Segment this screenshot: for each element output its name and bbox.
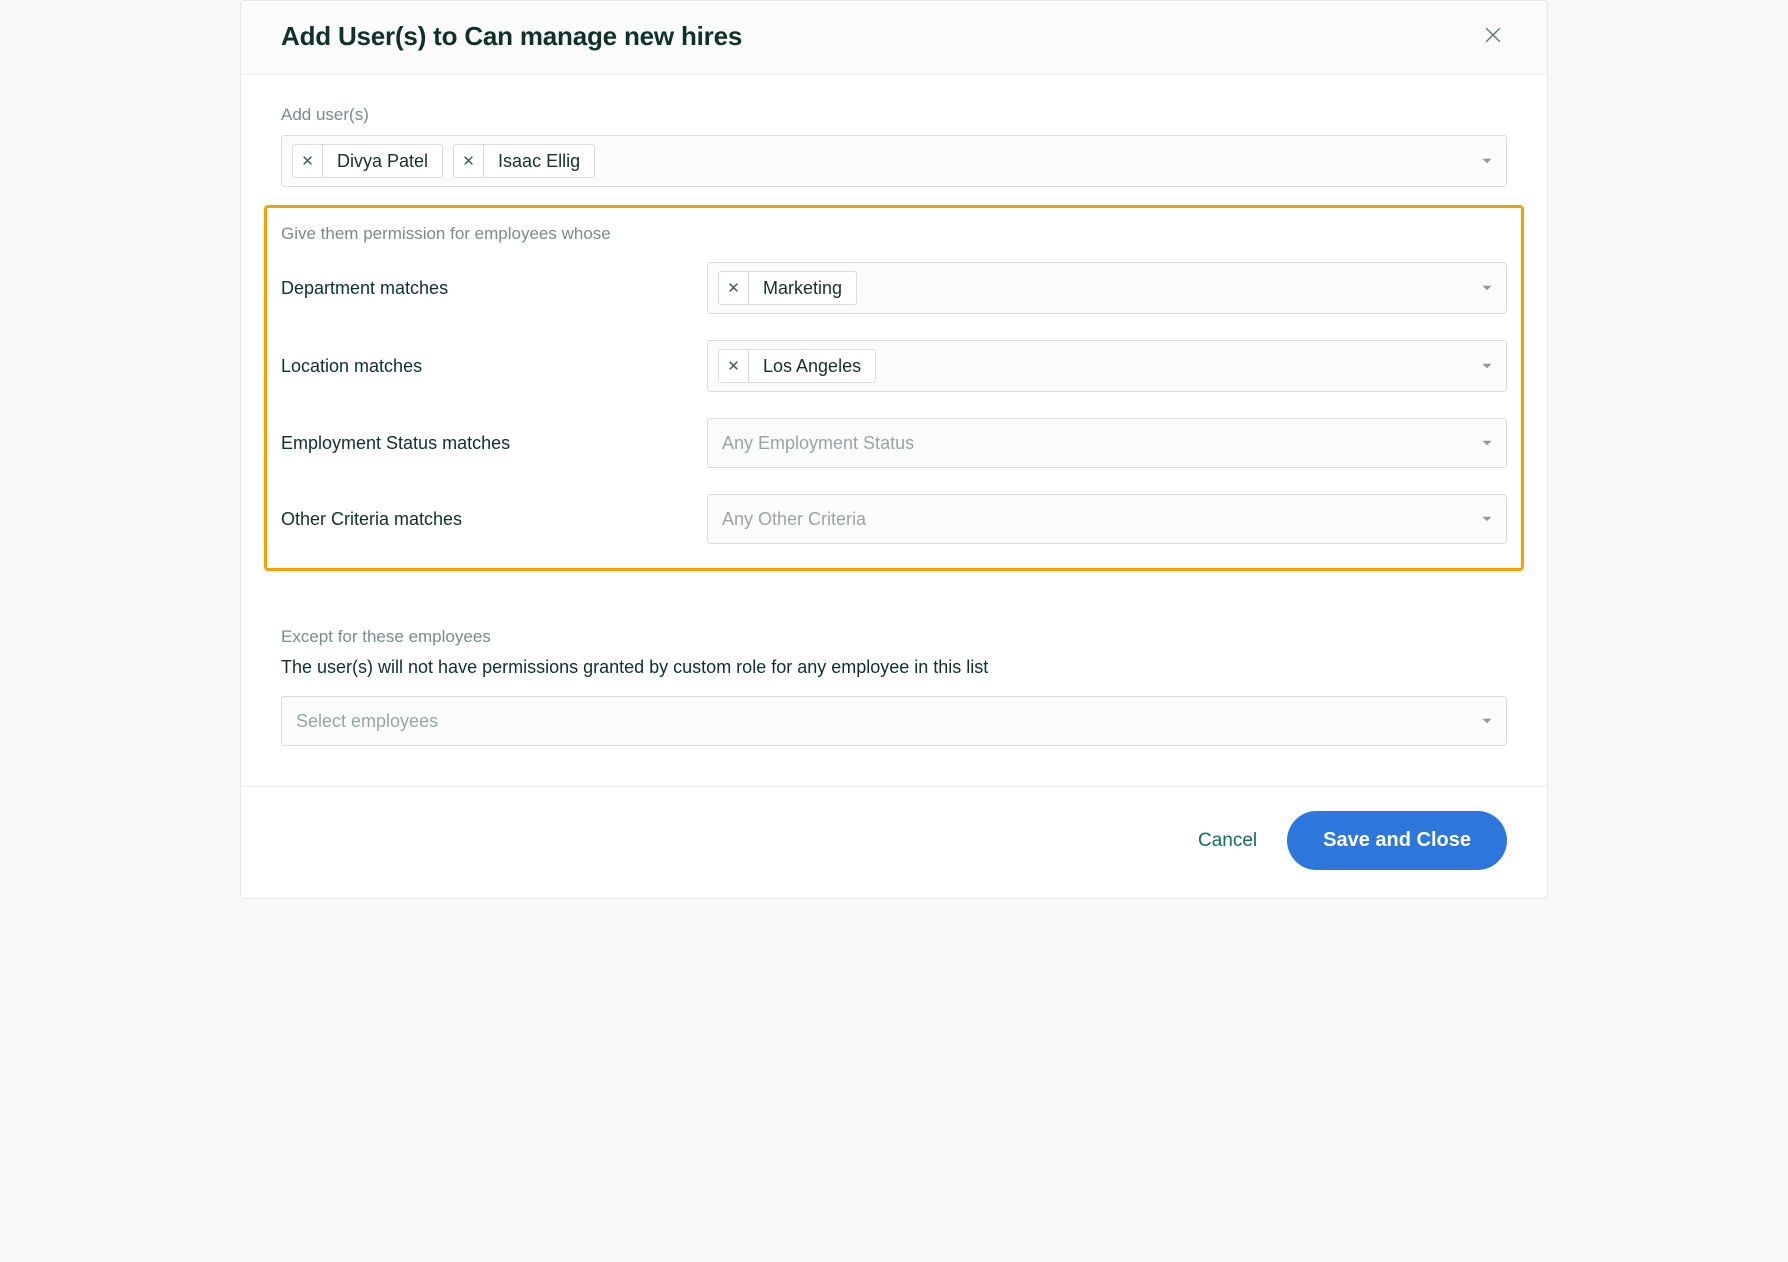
- save-and-close-button[interactable]: Save and Close: [1287, 811, 1507, 870]
- add-users-label: Add user(s): [281, 105, 1507, 125]
- x-icon: ✕: [727, 279, 740, 297]
- except-placeholder: Select employees: [292, 711, 1470, 732]
- chip-label: Isaac Ellig: [484, 145, 594, 177]
- other_criteria-select[interactable]: Any Other Criteria: [707, 494, 1507, 544]
- criteria-row-employment_status: Employment Status matches Any Employment …: [281, 418, 1507, 468]
- modal-header: Add User(s) to Can manage new hires: [241, 1, 1547, 75]
- chip-label: Divya Patel: [323, 145, 442, 177]
- chip-remove-button[interactable]: ✕: [293, 145, 323, 177]
- x-icon: ✕: [462, 152, 475, 170]
- cancel-button[interactable]: Cancel: [1192, 820, 1263, 862]
- location-chips: ✕ Los Angeles: [718, 349, 1470, 383]
- except-employees-select[interactable]: Select employees: [281, 696, 1507, 746]
- permissions-section-label: Give them permission for employees whose: [281, 224, 1507, 244]
- criteria-row-other_criteria: Other Criteria matches Any Other Criteria: [281, 494, 1507, 544]
- chip-remove-button[interactable]: ✕: [454, 145, 484, 177]
- criteria-row-department: Department matches ✕ Marketing: [281, 262, 1507, 314]
- user-chip: ✕ Divya Patel: [292, 144, 443, 178]
- user-chip: ✕ Isaac Ellig: [453, 144, 595, 178]
- add-users-select[interactable]: ✕ Divya Patel ✕ Isaac Ellig: [281, 135, 1507, 187]
- criteria-row-location: Location matches ✕ Los Angeles: [281, 340, 1507, 392]
- employment_status-placeholder: Any Employment Status: [718, 433, 1470, 454]
- except-label: Except for these employees: [281, 627, 1507, 647]
- employment_status-select[interactable]: Any Employment Status: [707, 418, 1507, 468]
- department-select[interactable]: ✕ Marketing: [707, 262, 1507, 314]
- close-button[interactable]: [1479, 23, 1507, 51]
- chip-remove-button[interactable]: ✕: [719, 272, 749, 304]
- x-icon: ✕: [301, 152, 314, 170]
- department-chip: ✕ Marketing: [718, 271, 857, 305]
- other_criteria-placeholder: Any Other Criteria: [718, 509, 1470, 530]
- modal-footer: Cancel Save and Close: [241, 786, 1547, 898]
- chevron-down-icon: [1478, 510, 1496, 528]
- chevron-down-icon: [1478, 279, 1496, 297]
- department-chips: ✕ Marketing: [718, 271, 1470, 305]
- close-icon: [1482, 24, 1504, 49]
- criteria-label-other_criteria: Other Criteria matches: [281, 509, 707, 530]
- criteria-label-location: Location matches: [281, 356, 707, 377]
- except-description: The user(s) will not have permissions gr…: [281, 657, 1507, 678]
- criteria-label-employment_status: Employment Status matches: [281, 433, 707, 454]
- chevron-down-icon: [1478, 357, 1496, 375]
- add-users-modal: Add User(s) to Can manage new hires Add …: [240, 0, 1548, 899]
- x-icon: ✕: [727, 357, 740, 375]
- chip-remove-button[interactable]: ✕: [719, 350, 749, 382]
- add-users-chips: ✕ Divya Patel ✕ Isaac Ellig: [292, 144, 1470, 178]
- chevron-down-icon: [1478, 712, 1496, 730]
- location-select[interactable]: ✕ Los Angeles: [707, 340, 1507, 392]
- chip-label: Los Angeles: [749, 350, 875, 382]
- criteria-label-department: Department matches: [281, 278, 707, 299]
- modal-body: Add user(s) ✕ Divya Patel ✕ Isaac Ellig Giv…: [241, 75, 1547, 786]
- chip-label: Marketing: [749, 272, 856, 304]
- modal-title: Add User(s) to Can manage new hires: [281, 21, 742, 52]
- chevron-down-icon: [1478, 152, 1496, 170]
- chevron-down-icon: [1478, 434, 1496, 452]
- except-block: Except for these employees The user(s) w…: [281, 627, 1507, 746]
- criteria-rows: Department matches ✕ Marketing Location mat…: [281, 262, 1507, 544]
- location-chip: ✕ Los Angeles: [718, 349, 876, 383]
- permissions-highlight: Give them permission for employees whose…: [264, 205, 1524, 571]
